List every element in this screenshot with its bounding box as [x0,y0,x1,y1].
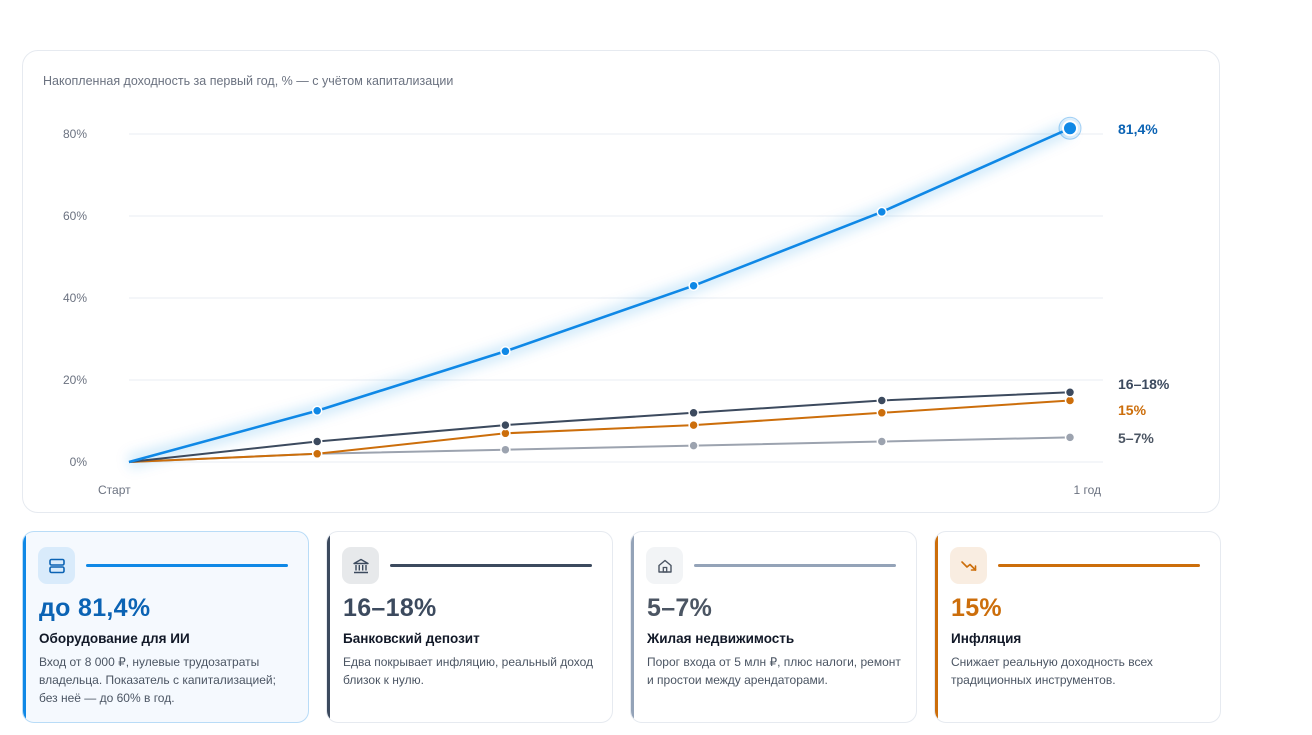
data-point[interactable] [500,419,511,431]
card-description: Вход от 8 000 ₽, нулевые трудозатраты вл… [39,655,276,705]
x-tick-label: Старт [98,483,131,497]
card-value: до 81,4% [39,594,151,622]
series-line-inflation [128,399,1071,463]
data-point[interactable] [876,206,888,218]
card-accent [23,532,26,722]
card-value: 15% [951,594,1002,622]
card-accent [631,532,634,722]
data-point[interactable] [500,346,511,357]
house-icon [646,547,683,584]
data-point[interactable] [688,280,699,291]
server-icon [38,547,75,584]
comparison-cards: до 81,4% Оборудование для ИИ Вход от 8 0… [22,531,1222,723]
card-name: Жилая недвижимость [647,631,795,646]
card-description: Порог входа от 5 млн ₽, плюс налоги, рем… [647,655,901,687]
chart-card: Накопленная доходность за первый год, % … [22,50,1220,513]
data-point[interactable] [688,419,699,431]
card-value: 16–18% [343,594,437,622]
series-end-label-deposit: 16–18% [1118,376,1170,392]
card-line [998,564,1200,567]
series-line-realty [128,436,1071,463]
series-line-equipment [128,127,1071,464]
card-value: 5–7% [647,594,713,622]
line-chart: 0% 20% 40% 60% 80% Старт 1 год 81,4% 16–18% 15% 5… [63,116,1170,497]
data-point[interactable] [1064,432,1076,443]
card-line [390,564,592,567]
card-equipment[interactable]: до 81,4% Оборудование для ИИ Вход от 8 0… [22,531,309,723]
data-point[interactable] [876,407,888,419]
y-tick-label: 20% [63,373,87,387]
data-point[interactable] [311,436,323,447]
y-tick-label: 0% [70,455,88,469]
card-accent [327,532,330,722]
card-name: Инфляция [951,631,1022,646]
data-point[interactable] [688,440,699,451]
y-tick-label: 60% [63,209,87,223]
data-point[interactable] [876,436,888,447]
series-end-label-realty: 5–7% [1118,430,1154,446]
series-glow [127,121,1073,469]
data-point[interactable] [311,448,323,460]
data-point[interactable] [688,407,699,419]
card-realty[interactable]: 5–7% Жилая недвижимость Порог входа от 5… [630,531,917,723]
series-end-label-equipment: 81,4% [1118,121,1158,137]
x-tick-label: 1 год [1073,483,1101,497]
card-accent [935,532,938,722]
y-tick-label: 80% [63,127,87,141]
card-name: Оборудование для ИИ [39,631,190,646]
series-end-label-inflation: 15% [1118,402,1147,418]
card-line [86,564,288,567]
data-point[interactable] [500,444,511,455]
data-point[interactable] [1064,387,1076,398]
card-deposit[interactable]: 16–18% Банковский депозит Едва покрывает… [326,531,613,723]
card-name: Банковский депозит [343,631,480,646]
data-point[interactable] [1062,120,1078,137]
card-description: Едва покрывает инфляцию, реальный доход … [343,655,594,687]
series-line-deposit [128,391,1071,463]
y-tick-label: 40% [63,291,87,305]
card-line [694,564,896,567]
data-point[interactable] [311,405,323,416]
trend-down-icon [950,547,987,584]
chart-title: Накопленная доходность за первый год, % … [43,74,454,88]
card-inflation[interactable]: 15% Инфляция Снижает реальную доходность… [934,531,1221,723]
card-description: Снижает реальную доходность всех традици… [951,655,1153,687]
bank-icon [342,547,379,584]
data-point[interactable] [876,395,888,406]
